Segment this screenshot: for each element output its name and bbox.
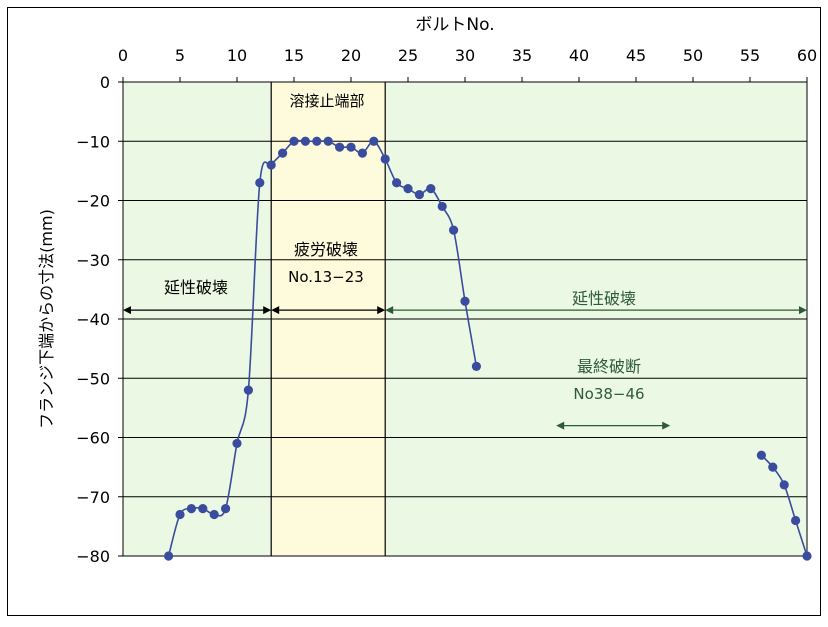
data-point bbox=[756, 450, 767, 460]
data-point bbox=[209, 509, 219, 520]
arrow-head-left bbox=[556, 421, 565, 430]
data-point bbox=[779, 480, 789, 490]
y-axis-ticks: 0 −10 −20 −30 −40 −50 −60 −70 −80 bbox=[76, 73, 123, 566]
x-tick-label: 45 bbox=[626, 46, 646, 65]
annotation-final-range: No38−46 bbox=[573, 385, 644, 403]
data-point bbox=[243, 385, 253, 395]
x-tick-label: 25 bbox=[398, 46, 418, 65]
annotation-fatigue-range: No.13−23 bbox=[288, 268, 364, 286]
data-point bbox=[471, 361, 481, 371]
arrow-head-right bbox=[799, 306, 807, 315]
x-tick-label: 60 bbox=[797, 46, 817, 65]
arrow-head-left bbox=[271, 306, 280, 315]
data-point bbox=[289, 136, 299, 146]
x-tick-label: 5 bbox=[175, 46, 185, 65]
y-tick-label: −50 bbox=[76, 369, 110, 388]
series-layer bbox=[164, 136, 812, 561]
grid-layer bbox=[123, 140, 807, 498]
data-point bbox=[221, 504, 231, 514]
data-point bbox=[323, 136, 333, 146]
data-point bbox=[300, 136, 310, 146]
y-tick-label: 0 bbox=[100, 73, 110, 92]
x-tick-label: 40 bbox=[569, 46, 589, 65]
data-point bbox=[266, 160, 276, 170]
data-point bbox=[175, 509, 185, 520]
data-point bbox=[403, 184, 413, 194]
x-tick-label: 15 bbox=[284, 46, 304, 65]
y-tick-label: −70 bbox=[76, 488, 110, 507]
x-tick-label: 35 bbox=[512, 46, 532, 65]
data-point bbox=[186, 504, 196, 514]
data-point bbox=[312, 136, 322, 146]
x-tick-label: 10 bbox=[227, 46, 247, 65]
y-tick-label: −40 bbox=[76, 310, 110, 329]
arrow-head-left bbox=[123, 306, 131, 315]
x-tick-label: 55 bbox=[740, 46, 760, 65]
data-point bbox=[768, 462, 778, 472]
x-tick-label: 0 bbox=[118, 46, 128, 65]
x-tick-label: 50 bbox=[683, 46, 703, 65]
data-point bbox=[449, 225, 459, 235]
annotation-ductile-left: 延性破壊 bbox=[164, 278, 228, 297]
data-point bbox=[255, 178, 265, 188]
arrow-head-right bbox=[662, 421, 671, 430]
double-arrow-4 bbox=[556, 421, 671, 430]
data-point bbox=[380, 154, 390, 164]
arrow-head-left bbox=[385, 306, 394, 315]
data-point bbox=[164, 551, 174, 561]
double-arrow-3 bbox=[385, 306, 807, 315]
y-tick-label: −60 bbox=[76, 429, 110, 448]
data-point bbox=[278, 148, 288, 158]
y-axis-label: フランジ下端からの寸法(mm) bbox=[37, 209, 56, 429]
x-axis-ticks: 0 5 10 15 20 25 30 35 40 45 50 55 60 bbox=[118, 46, 817, 82]
data-point bbox=[232, 438, 242, 449]
data-point bbox=[198, 504, 208, 514]
annotation-weld-toe: 溶接止端部 bbox=[289, 92, 364, 110]
data-point bbox=[437, 201, 447, 212]
arrow-head-right bbox=[377, 306, 386, 315]
annotation-final-title: 最終破断 bbox=[577, 357, 641, 376]
arrow-head-right bbox=[263, 306, 272, 315]
data-point bbox=[346, 142, 356, 152]
annotation-ductile-right: 延性破壊 bbox=[572, 289, 636, 308]
double-arrow-2 bbox=[271, 306, 386, 315]
y-tick-label: −80 bbox=[76, 547, 110, 566]
data-point bbox=[460, 296, 470, 306]
data-point bbox=[426, 184, 436, 194]
arrow-layer bbox=[123, 306, 807, 430]
x-axis-label: ボルトNo. bbox=[415, 15, 494, 35]
data-point bbox=[802, 551, 812, 561]
y-tick-label: −30 bbox=[76, 251, 110, 270]
data-point bbox=[414, 189, 424, 200]
double-arrow-1 bbox=[123, 306, 272, 315]
data-point bbox=[369, 136, 379, 146]
y-tick-label: −10 bbox=[76, 132, 110, 151]
data-point bbox=[357, 148, 367, 158]
annotation-fatigue-title: 疲労破壊 bbox=[294, 240, 358, 259]
data-point bbox=[392, 178, 402, 188]
y-tick-label: −20 bbox=[76, 192, 110, 211]
x-tick-label: 30 bbox=[455, 46, 475, 65]
x-tick-label: 20 bbox=[341, 46, 361, 65]
data-point bbox=[335, 142, 345, 152]
data-point bbox=[791, 515, 801, 526]
